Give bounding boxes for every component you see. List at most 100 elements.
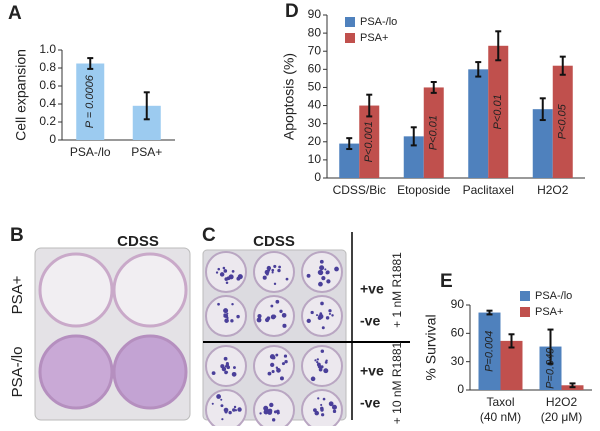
panel-label: C bbox=[202, 225, 216, 246]
colony bbox=[231, 269, 235, 273]
y-axis-label: Cell expansion bbox=[13, 49, 29, 141]
photo-b bbox=[34, 247, 191, 421]
panel-label: B bbox=[10, 225, 24, 246]
colony bbox=[332, 409, 337, 414]
row-label: PSA-/lo bbox=[9, 347, 26, 398]
colony bbox=[271, 418, 276, 422]
y-tick-label: 60 bbox=[308, 62, 322, 76]
annotation: P<0.05 bbox=[557, 103, 569, 139]
colony bbox=[314, 410, 320, 416]
colony bbox=[310, 310, 314, 315]
row-label: -ve bbox=[360, 395, 380, 411]
colony bbox=[318, 281, 323, 287]
legend-label: PSA-/lo bbox=[360, 16, 397, 28]
colony bbox=[285, 277, 289, 281]
y-tick-label: 1.0 bbox=[39, 42, 56, 56]
y-tick-label: 90 bbox=[308, 7, 322, 21]
row-label: +ve bbox=[360, 363, 384, 379]
colony bbox=[282, 323, 287, 328]
colony bbox=[321, 413, 325, 417]
colony bbox=[232, 408, 236, 412]
bar bbox=[539, 346, 562, 390]
colony bbox=[221, 418, 224, 421]
colony bbox=[317, 315, 322, 320]
colony bbox=[273, 410, 277, 414]
legend-label: PSA+ bbox=[360, 32, 388, 44]
x-tick-label: CDSS/Bic bbox=[333, 183, 386, 197]
legend-swatch bbox=[520, 307, 530, 317]
colony bbox=[273, 264, 277, 268]
colony bbox=[211, 402, 214, 405]
colony bbox=[269, 402, 274, 408]
x-tick-label: H2O2 bbox=[546, 395, 578, 409]
colony bbox=[266, 265, 272, 271]
y-tick-label: 0 bbox=[314, 170, 321, 184]
colony bbox=[324, 268, 327, 271]
colony bbox=[317, 397, 320, 400]
y-tick-label: 50 bbox=[308, 80, 322, 94]
colony bbox=[320, 365, 324, 369]
colony bbox=[331, 314, 334, 317]
colony bbox=[270, 304, 274, 308]
colony bbox=[217, 302, 220, 306]
colony bbox=[284, 360, 288, 364]
colony bbox=[267, 371, 272, 376]
colony bbox=[279, 309, 283, 313]
colony bbox=[223, 308, 229, 314]
side-label: + 10 nM R1881 bbox=[390, 341, 404, 424]
bar bbox=[468, 69, 489, 178]
colony bbox=[331, 404, 337, 410]
colony bbox=[277, 268, 281, 273]
annotation: P=0.049 bbox=[544, 348, 556, 389]
colony bbox=[276, 412, 280, 415]
colony bbox=[316, 314, 319, 317]
colony bbox=[259, 412, 262, 415]
colony bbox=[271, 370, 275, 374]
panel-label: D bbox=[285, 1, 299, 22]
colony bbox=[325, 316, 330, 320]
colony bbox=[321, 276, 326, 281]
y-tick-label: 80 bbox=[308, 25, 322, 39]
photo-title: CDSS bbox=[117, 233, 159, 250]
y-tick-label: 10 bbox=[308, 152, 322, 166]
y-tick-label: 30 bbox=[308, 116, 322, 130]
bar bbox=[532, 109, 553, 178]
colony bbox=[211, 371, 216, 376]
annotation: P=0.004 bbox=[483, 331, 495, 372]
colony bbox=[278, 265, 281, 269]
colony bbox=[236, 314, 240, 319]
colony bbox=[225, 371, 229, 374]
colony bbox=[225, 363, 230, 367]
colony bbox=[216, 394, 222, 399]
well bbox=[253, 251, 295, 293]
y-tick-label: 0.2 bbox=[39, 114, 56, 128]
colony bbox=[265, 317, 270, 323]
colony bbox=[320, 349, 325, 353]
colony bbox=[321, 326, 325, 330]
colony bbox=[237, 407, 242, 412]
annotation: P<0.01 bbox=[492, 94, 504, 129]
colony bbox=[281, 362, 285, 366]
photo-c bbox=[202, 249, 347, 431]
colony bbox=[328, 312, 332, 315]
colony bbox=[270, 362, 275, 368]
legend-swatch bbox=[345, 33, 355, 43]
bar bbox=[359, 105, 380, 178]
colony bbox=[316, 358, 319, 361]
colony bbox=[322, 397, 326, 401]
colony bbox=[319, 312, 323, 315]
colony bbox=[328, 401, 334, 407]
y-tick-label: 90 bbox=[451, 297, 465, 311]
colony bbox=[257, 314, 262, 319]
colony bbox=[275, 353, 279, 357]
colony bbox=[281, 312, 287, 318]
colony bbox=[328, 309, 332, 313]
colony bbox=[320, 408, 324, 412]
colony bbox=[219, 272, 225, 277]
colony bbox=[217, 267, 221, 271]
colony bbox=[230, 319, 234, 323]
colony bbox=[224, 318, 229, 323]
colony bbox=[273, 282, 277, 286]
annotation: P<0.01 bbox=[428, 115, 440, 150]
x-tick-label: Etoposide bbox=[397, 183, 451, 197]
